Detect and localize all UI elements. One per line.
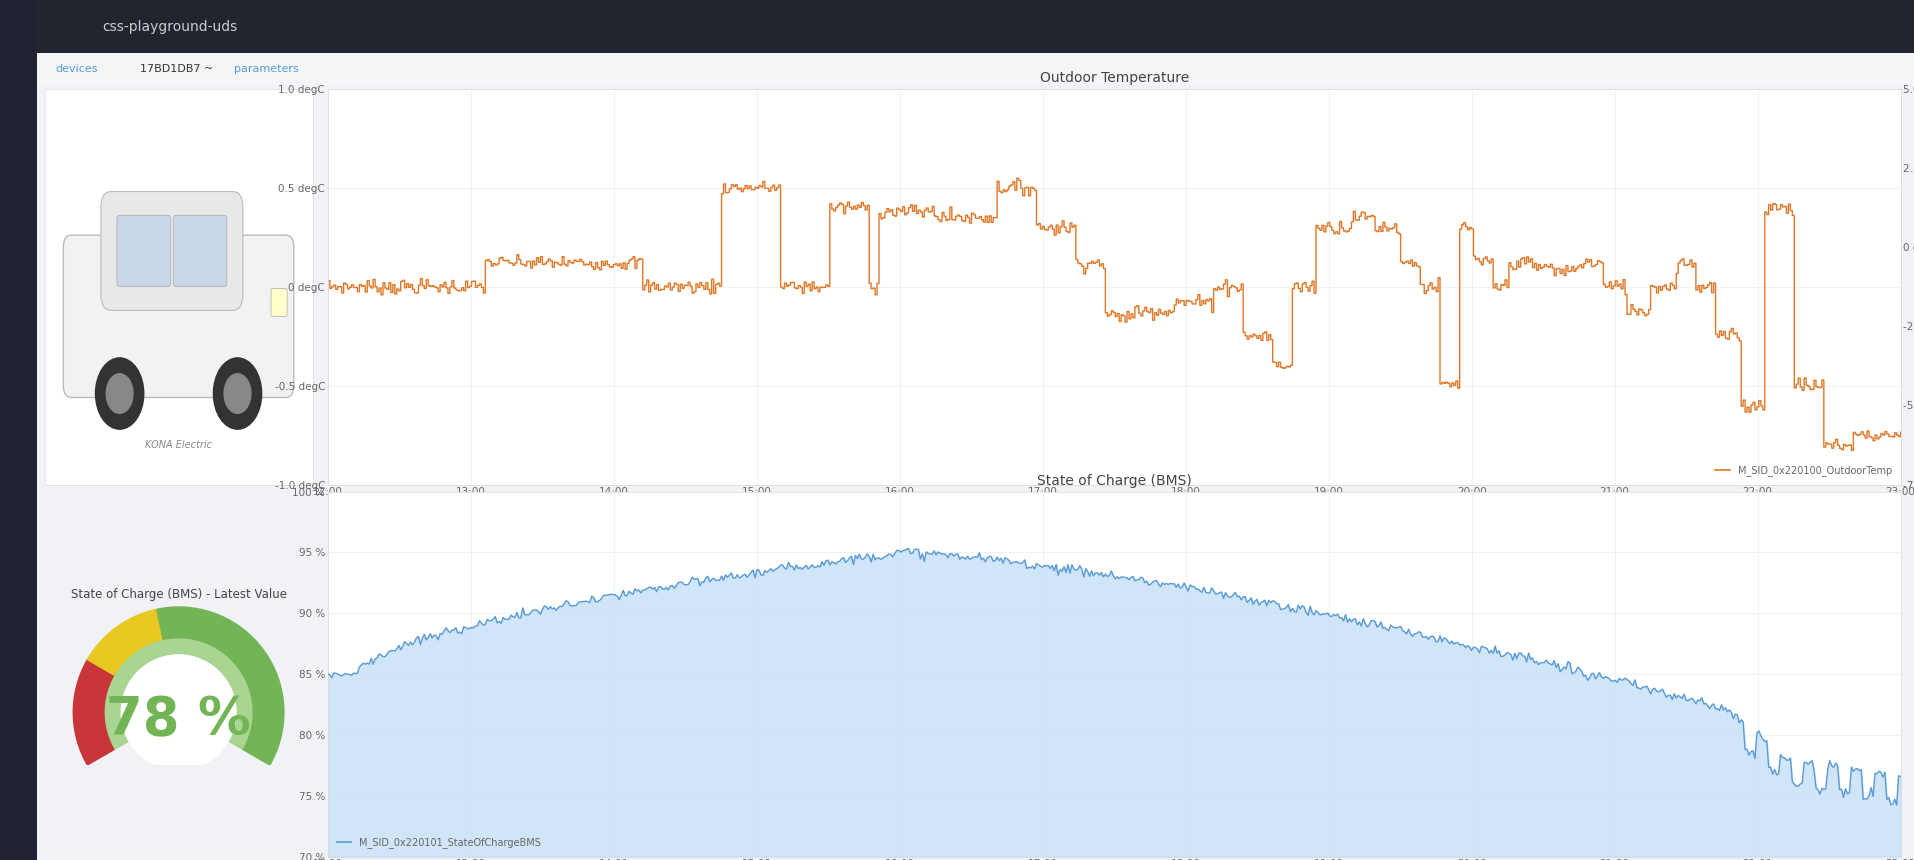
Polygon shape <box>88 610 163 675</box>
FancyBboxPatch shape <box>101 192 243 310</box>
Text: KONA Electric: KONA Electric <box>145 440 212 450</box>
Circle shape <box>214 358 262 429</box>
Text: devices: devices <box>56 64 98 74</box>
Circle shape <box>224 374 251 414</box>
Text: 78 %: 78 % <box>105 694 251 746</box>
Polygon shape <box>103 637 253 750</box>
Circle shape <box>107 374 134 414</box>
FancyBboxPatch shape <box>117 215 170 286</box>
Circle shape <box>121 655 235 770</box>
Title: Outdoor Temperature: Outdoor Temperature <box>1039 71 1189 84</box>
Title: State of Charge (BMS): State of Charge (BMS) <box>1037 474 1192 488</box>
Legend: M_SID_0x220100_OutdoorTemp: M_SID_0x220100_OutdoorTemp <box>1711 461 1895 480</box>
Legend: M_SID_0x220101_StateOfChargeBMS: M_SID_0x220101_StateOfChargeBMS <box>333 833 545 851</box>
FancyBboxPatch shape <box>272 289 287 316</box>
Circle shape <box>96 358 144 429</box>
Polygon shape <box>73 660 115 765</box>
Polygon shape <box>73 607 283 765</box>
Polygon shape <box>157 607 283 765</box>
Text: 17BD1DB7 ~: 17BD1DB7 ~ <box>140 64 214 74</box>
Text: parameters: parameters <box>234 64 299 74</box>
FancyBboxPatch shape <box>174 215 228 286</box>
Text: State of Charge (BMS) - Latest Value: State of Charge (BMS) - Latest Value <box>71 587 287 600</box>
Text: css-playground-uds: css-playground-uds <box>103 20 237 34</box>
FancyBboxPatch shape <box>63 235 295 397</box>
